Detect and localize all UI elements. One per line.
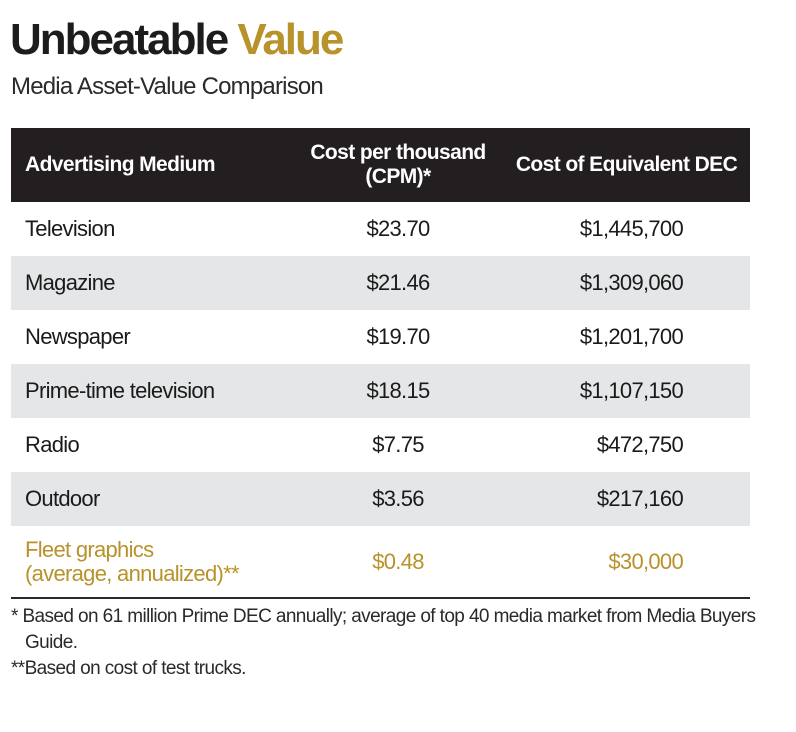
table-body: Television $23.70 $1,445,700 Magazine $2… [11,202,750,598]
header-cpm: Cost per thousand (CPM)* [310,141,486,188]
header-advertising-medium: Advertising Medium [25,153,215,176]
title-accent: Value [237,15,344,64]
table-row: Magazine $21.46 $1,309,060 [11,256,750,310]
page-subtitle: Media Asset-Value Comparison [11,73,324,100]
cell-dec: $1,107,150 [579,378,684,403]
cell-cpm: $3.56 [372,486,424,511]
footnote-2: **Based on cost of test trucks. [11,658,246,679]
cell-medium: Newspaper [25,324,131,349]
cell-dec: $1,201,700 [579,324,684,349]
cell-medium-fleet: Fleet graphics (average, annualized)** [11,526,293,598]
cell-medium: Outdoor [25,486,100,511]
cell-cpm: $23.70 [366,216,430,241]
cell-dec: $1,445,700 [579,216,684,241]
cell-dec: $472,750 [596,432,684,457]
cell-medium: Television [25,216,115,241]
header-row: Advertising Medium Cost per thousand (CP… [11,128,750,202]
cell-medium: Magazine [25,270,115,295]
cell-dec: $217,160 [596,486,684,511]
cell-cpm: $18.15 [366,378,430,403]
fleet-label-line2: (average, annualized)** [25,560,240,586]
cell-dec-fleet: $30,000 [608,548,683,574]
table-row: Newspaper $19.70 $1,201,700 [11,310,750,364]
cell-cpm-fleet: $0.48 [372,548,424,574]
fleet-label-line1: Fleet graphics [25,536,154,562]
table-header: Advertising Medium Cost per thousand (CP… [11,128,750,202]
table-row: Outdoor $3.56 $217,160 [11,472,750,526]
table-row: Television $23.70 $1,445,700 [11,202,750,256]
footnotes: * Based on 61 million Prime DEC annually… [11,604,781,682]
comparison-table: Advertising Medium Cost per thousand (CP… [11,128,750,599]
table-row: Prime-time television $18.15 $1,107,150 [11,364,750,418]
cell-cpm: $7.75 [372,432,424,457]
title-main: Unbeatable [10,15,229,64]
header-equivalent-dec: Cost of Equivalent DEC [515,153,738,176]
cell-dec: $1,309,060 [579,270,684,295]
cell-cpm: $21.46 [366,270,430,295]
cell-medium: Prime-time television [25,378,215,403]
page-title: Unbeatable Value [10,14,344,66]
table-row: Radio $7.75 $472,750 [11,418,750,472]
cell-cpm: $19.70 [366,324,430,349]
cell-medium: Radio [25,432,80,457]
footnote-1: * Based on 61 million Prime DEC annually… [11,606,756,653]
highlight-row-fleet-graphics: Fleet graphics (average, annualized)** $… [11,526,750,598]
comparison-table-container: Advertising Medium Cost per thousand (CP… [11,128,750,599]
